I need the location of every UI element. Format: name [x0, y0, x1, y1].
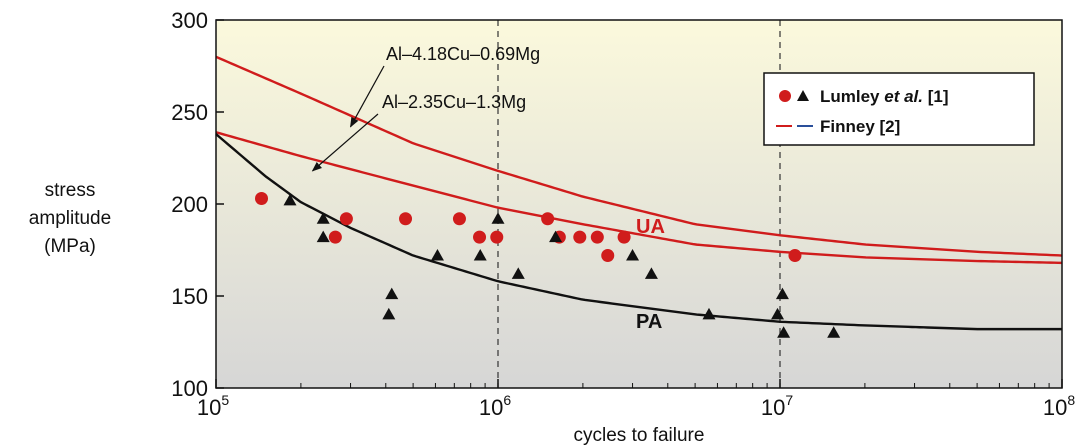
y-axis-label-line-3: (MPa) — [44, 236, 96, 257]
x-tick-label: 107 — [761, 392, 793, 420]
data-point-triangle — [430, 249, 444, 261]
data-point-circle — [328, 230, 342, 244]
legend-label-lumley: Lumley et al. [1] — [820, 87, 949, 106]
data-points — [255, 191, 841, 338]
annotations: Al–4.18Cu–0.69Mg Al–2.35Cu–1.3Mg UA PA — [311, 44, 665, 333]
legend: Lumley et al. [1] Finney [2] — [763, 72, 1035, 146]
data-point-circle — [452, 212, 466, 226]
y-axis-label-line-2: amplitude — [29, 208, 111, 229]
curve-label-pa: PA — [636, 311, 662, 333]
y-tick-label: 300 — [171, 8, 208, 33]
y-tick-label: 200 — [171, 192, 208, 217]
curve-1 — [215, 131, 1063, 265]
data-point-triangle — [316, 230, 330, 243]
data-point-triangle — [385, 287, 399, 300]
data-point-circle — [473, 230, 487, 244]
data-point-triangle — [775, 287, 789, 300]
x-tick-label: 106 — [479, 392, 511, 420]
curve-2 — [215, 133, 1062, 331]
data-point-circle — [255, 191, 269, 205]
data-point-triangle — [316, 212, 330, 224]
y-tick-label: 150 — [171, 284, 208, 309]
legend-triangle-marker — [797, 90, 809, 101]
data-point-triangle — [473, 249, 487, 261]
y-tick-label: 250 — [171, 100, 208, 125]
data-point-circle — [541, 212, 555, 226]
x-axis-label: cycles to failure — [574, 425, 705, 446]
data-point-circle — [490, 230, 504, 244]
data-point-triangle — [644, 267, 658, 279]
y-axis-label-line-1: stress — [45, 180, 96, 201]
data-point-circle — [399, 212, 413, 226]
data-point-circle — [788, 249, 802, 263]
x-tick-label: 108 — [1043, 392, 1075, 420]
data-point-circle — [617, 230, 631, 244]
annotation-arrow-0 — [350, 65, 385, 128]
axis-ticks: 100 150 200 250 300 105 106 107 108 — [171, 8, 1075, 420]
annotation-label-1: Al–2.35Cu–1.3Mg — [382, 92, 526, 112]
x-tick-label: 105 — [197, 392, 229, 420]
data-point-triangle — [777, 326, 791, 338]
legend-label-lumley-ref: [1] — [923, 87, 949, 106]
data-point-circle — [339, 212, 353, 226]
data-point-circle — [601, 249, 615, 263]
legend-box — [763, 72, 1035, 146]
data-point-circle — [573, 230, 587, 244]
data-point-triangle — [626, 249, 640, 261]
data-point-triangle — [491, 212, 505, 224]
data-point-triangle — [702, 307, 716, 320]
y-tick-label: 100 — [171, 376, 208, 401]
curve-label-ua: UA — [636, 216, 665, 238]
annotation-label-0: Al–4.18Cu–0.69Mg — [386, 44, 540, 64]
data-point-triangle — [549, 230, 563, 243]
annotation-arrow-1 — [311, 113, 379, 172]
data-point-triangle — [771, 307, 785, 320]
data-point-triangle — [382, 307, 396, 320]
legend-label-lumley-name: Lumley — [820, 87, 884, 106]
data-point-triangle — [283, 193, 297, 206]
data-point-triangle — [511, 267, 525, 279]
legend-label-lumley-etal: et al. — [884, 87, 923, 106]
data-point-circle — [590, 230, 604, 244]
legend-circle-marker — [779, 90, 791, 102]
legend-label-finney: Finney [2] — [820, 117, 900, 136]
data-point-triangle — [827, 326, 841, 338]
